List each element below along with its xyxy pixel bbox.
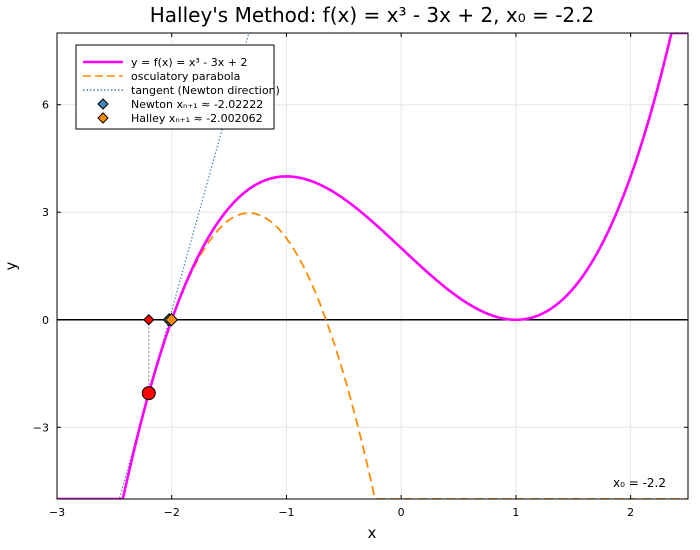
- tick-labels: −3 −2 −1 0 1 2 −3 0 3 6: [33, 33, 688, 519]
- legend-label-0: y = f(x) = x³ - 3x + 2: [131, 56, 248, 69]
- x0-projection-marker: [143, 314, 155, 326]
- legend-label-1: osculatory parabola: [131, 70, 240, 83]
- chart-title: Halley's Method: f(x) = x³ - 3x + 2, x₀ …: [150, 3, 595, 27]
- y-tick-label-1: 0: [42, 314, 49, 327]
- x-tick-label-3: 0: [398, 506, 405, 519]
- halley-marker: [164, 313, 179, 327]
- y-tick-label-3: 6: [42, 99, 49, 112]
- legend-marker-4: [97, 112, 109, 124]
- annotation-x0: x₀ = -2.2: [613, 476, 666, 490]
- start-point-marker: [141, 386, 156, 401]
- x-tick-label-4: 1: [512, 506, 519, 519]
- x-tick-label-5: 2: [627, 506, 634, 519]
- legend-label-2: tangent (Newton direction): [131, 84, 280, 97]
- legend-box: [75, 44, 275, 130]
- legend-label-4: Halley xₙ₊₁ ≈ -2.002062: [131, 112, 263, 125]
- osculatory-parabola-line: [57, 212, 688, 499]
- x-axis-label: x: [368, 524, 377, 542]
- legend-label-3: Newton xₙ₊₁ ≈ -2.02222: [131, 98, 263, 111]
- y-tick-label-0: −3: [33, 421, 49, 434]
- plot-frame: [56, 32, 689, 500]
- legend-marker-3: [97, 98, 109, 110]
- x-tick-label-1: −2: [164, 506, 180, 519]
- x-tick-label-0: −3: [49, 506, 65, 519]
- plot-area: [57, 33, 688, 499]
- x-tick-label-2: −1: [278, 506, 294, 519]
- y-tick-label-2: 3: [42, 206, 49, 219]
- y-axis-label: y: [2, 261, 20, 270]
- function-curve-line: [57, 33, 688, 499]
